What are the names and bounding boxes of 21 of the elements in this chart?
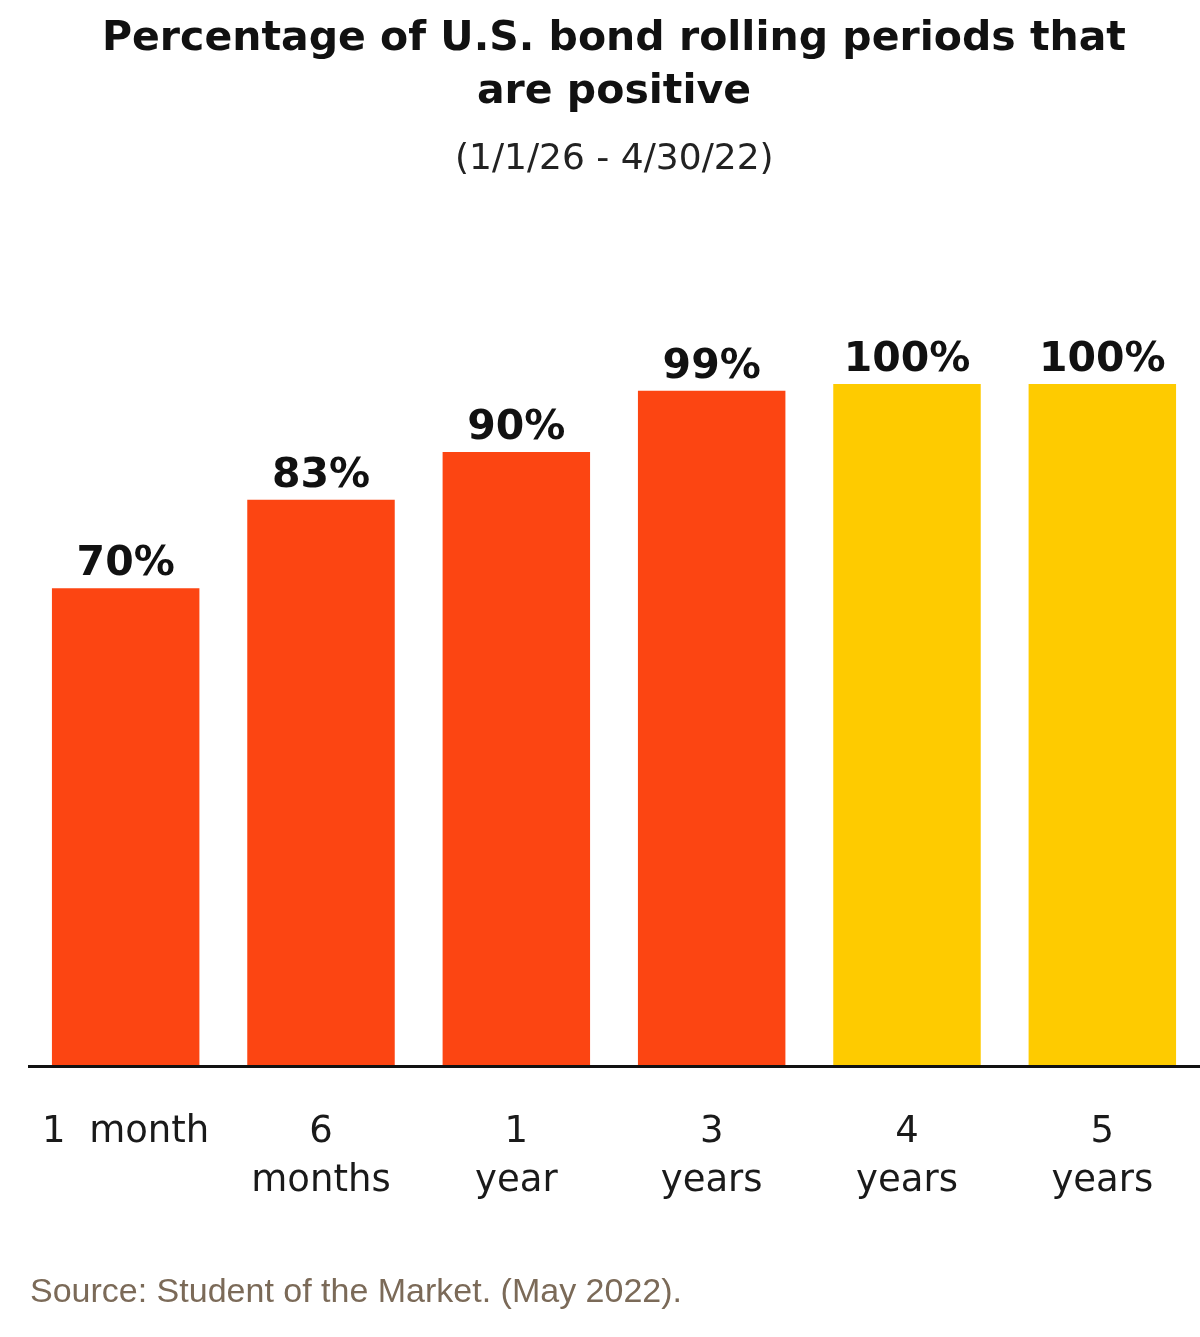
x-tick-label: 1 year bbox=[475, 1108, 559, 1200]
bar bbox=[1028, 384, 1177, 1065]
data-label: 70% bbox=[76, 537, 175, 586]
x-tick-label: 3 years bbox=[660, 1108, 763, 1200]
data-label: 90% bbox=[467, 401, 566, 450]
x-tick-label: 4 years bbox=[856, 1108, 958, 1200]
chart-title: Percentage of U.S. bond rolling periods that are positive bbox=[102, 12, 1126, 114]
source-note: Source: Student of the Market. (May 2022). bbox=[30, 1271, 682, 1309]
bar bbox=[833, 384, 981, 1065]
x-tick-label: 6 months bbox=[251, 1108, 391, 1200]
data-label: 83% bbox=[271, 448, 371, 497]
x-tick-label: 5 years bbox=[1051, 1108, 1154, 1200]
bar bbox=[637, 390, 786, 1065]
bar bbox=[51, 588, 200, 1065]
bar bbox=[442, 452, 591, 1065]
data-label: 100% bbox=[843, 333, 971, 381]
chart-subtitle: (1/1/26 - 4/30/22) bbox=[455, 136, 774, 177]
data-label: 99% bbox=[662, 339, 761, 388]
x-tick-label: 1 month bbox=[42, 1108, 210, 1152]
data-label: 100% bbox=[1038, 333, 1166, 381]
bar bbox=[247, 499, 395, 1065]
